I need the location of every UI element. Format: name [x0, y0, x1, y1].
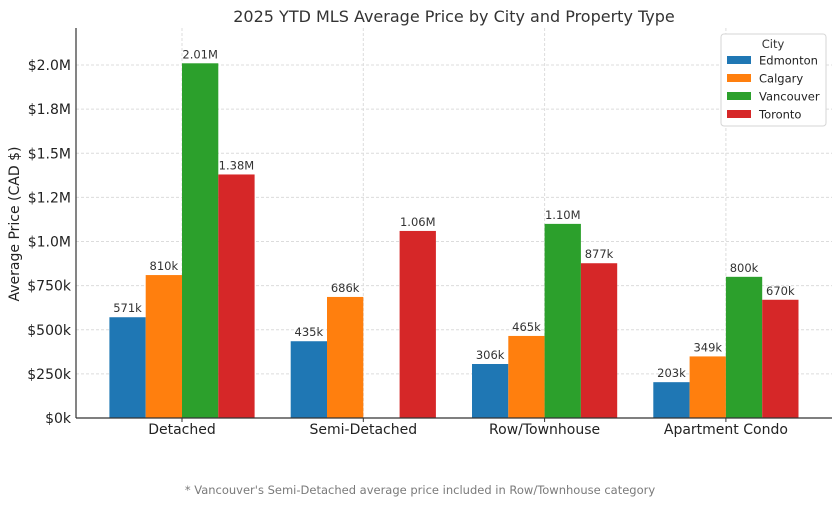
y-tick-label: $2.0M	[28, 58, 71, 74]
data-label: 1.10M	[545, 208, 581, 222]
y-tick-label: $750k	[27, 279, 72, 295]
x-tick-labels: Detached Semi-Detached Row/Townhouse Apartm…	[148, 422, 788, 438]
bar-vancouver-0	[182, 63, 219, 418]
bar-toronto-0	[218, 174, 255, 418]
footnote: * Vancouver's Semi-Detached average pric…	[184, 483, 656, 497]
bar-edmonton-2	[472, 364, 509, 418]
data-label: 203k	[657, 366, 686, 380]
bar-vancouver-3	[725, 276, 763, 418]
legend: City Edmonton Calgary Vancouver Toronto	[720, 33, 827, 127]
legend-label-edmonton: Edmonton	[759, 54, 818, 68]
bar-edmonton-0	[109, 317, 146, 418]
x-tick-label: Apartment Condo	[664, 422, 788, 438]
legend-swatch-vancouver	[727, 92, 751, 100]
data-label: 349k	[693, 340, 722, 354]
bars	[109, 63, 799, 418]
bar-vancouver-2	[544, 223, 581, 418]
y-tick-label: $1.5M	[28, 146, 71, 162]
legend-swatch-calgary	[727, 74, 751, 82]
axes	[75, 28, 832, 422]
x-tick-label: Detached	[148, 422, 216, 438]
data-labels: 571k 810k 2.01M 1.38M 435k 686k 1.06M 306k 465k 1…	[113, 47, 795, 380]
legend-label-toronto: Toronto	[758, 108, 801, 122]
data-label: 810k	[150, 259, 179, 273]
data-label: 670k	[766, 284, 795, 298]
legend-label-vancouver: Vancouver	[759, 90, 820, 104]
y-tick-label: $250k	[27, 367, 72, 383]
x-tick-label: Row/Townhouse	[489, 422, 600, 438]
bar-calgary-0	[145, 275, 182, 418]
bar-calgary-1	[327, 296, 364, 418]
chart-title: 2025 YTD MLS Average Price by City and P…	[233, 7, 675, 26]
bar-toronto-1	[399, 230, 436, 418]
legend-swatch-edmonton	[727, 56, 751, 64]
data-label: 2.01M	[182, 47, 218, 61]
data-label: 1.06M	[400, 215, 436, 229]
data-label: 435k	[295, 325, 324, 339]
bar-edmonton-3	[653, 382, 690, 418]
y-tick-label: $1.0M	[28, 235, 71, 251]
data-label: 465k	[512, 320, 541, 334]
x-tick-label: Semi-Detached	[309, 422, 417, 438]
legend-title: City	[762, 37, 785, 51]
bar-toronto-2	[580, 263, 618, 418]
data-label: 1.38M	[219, 158, 255, 172]
y-tick-labels: $0k $250k $500k $750k $1.0M $1.2M $1.5M $1.8M $2…	[27, 58, 72, 427]
y-tick-label: $500k	[27, 323, 72, 339]
data-label: 800k	[730, 261, 759, 275]
y-tick-label: $0k	[45, 411, 72, 427]
data-label: 571k	[113, 301, 142, 315]
bar-calgary-2	[508, 335, 545, 418]
bar-edmonton-1	[290, 341, 327, 418]
data-label: 877k	[585, 247, 614, 261]
y-axis-label: Average Price (CAD $)	[7, 147, 23, 302]
y-tick-label: $1.2M	[28, 190, 71, 206]
legend-label-calgary: Calgary	[759, 72, 803, 86]
bar-toronto-3	[762, 299, 799, 418]
data-label: 306k	[476, 348, 505, 362]
bar-calgary-3	[689, 356, 726, 418]
y-tick-label: $1.8M	[28, 102, 71, 118]
legend-swatch-toronto	[727, 110, 751, 118]
data-label: 686k	[331, 281, 360, 295]
